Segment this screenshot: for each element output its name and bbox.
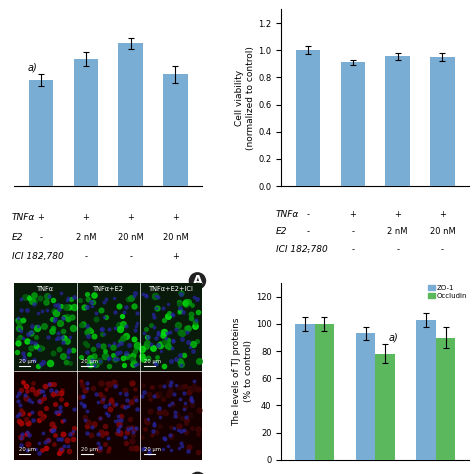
Text: TNFα: TNFα xyxy=(276,210,299,219)
Text: 20 μm: 20 μm xyxy=(18,447,36,452)
Text: +: + xyxy=(439,210,446,219)
Text: ICI 182,780: ICI 182,780 xyxy=(276,245,328,254)
Bar xyxy=(385,56,410,186)
Bar xyxy=(296,50,320,186)
Text: a): a) xyxy=(27,62,37,72)
Text: TNFα: TNFα xyxy=(12,213,35,222)
Bar xyxy=(77,372,139,460)
Bar xyxy=(77,283,139,372)
Text: 20 nM: 20 nM xyxy=(429,228,455,237)
Text: ICI 182,780: ICI 182,780 xyxy=(12,252,64,261)
Text: -: - xyxy=(307,245,310,254)
Legend: ZO-1, Occludin: ZO-1, Occludin xyxy=(428,284,468,300)
Text: 20 μm: 20 μm xyxy=(81,358,98,364)
Text: TNFα+E2+ICI: TNFα+E2+ICI xyxy=(148,286,193,292)
Text: -: - xyxy=(307,228,310,237)
Bar xyxy=(430,57,455,186)
Text: +: + xyxy=(349,210,356,219)
Bar xyxy=(356,333,375,460)
Y-axis label: Cell viability
(normalized to control): Cell viability (normalized to control) xyxy=(235,46,255,150)
Text: 20 μm: 20 μm xyxy=(144,358,161,364)
Text: -: - xyxy=(351,245,355,254)
Text: A: A xyxy=(192,274,202,287)
Bar xyxy=(315,324,334,460)
Text: +: + xyxy=(172,252,179,261)
Text: -: - xyxy=(396,245,399,254)
Text: 20 nM: 20 nM xyxy=(163,233,188,242)
Bar xyxy=(436,337,456,460)
Text: +: + xyxy=(127,213,134,222)
Bar xyxy=(14,283,77,372)
Text: -: - xyxy=(307,210,310,219)
Text: -: - xyxy=(84,252,87,261)
Text: +: + xyxy=(37,213,45,222)
Bar xyxy=(417,320,436,460)
Text: -: - xyxy=(40,233,43,242)
Text: 2 nM: 2 nM xyxy=(75,233,96,242)
Text: TNFα+E2: TNFα+E2 xyxy=(93,286,124,292)
Text: +: + xyxy=(394,210,401,219)
Text: TNFα: TNFα xyxy=(37,286,54,292)
Y-axis label: The levels of TJ proteins
(% to control): The levels of TJ proteins (% to control) xyxy=(232,317,253,426)
Text: -: - xyxy=(351,228,355,237)
Bar xyxy=(14,372,77,460)
Text: 20 μm: 20 μm xyxy=(81,447,98,452)
Text: -: - xyxy=(441,245,444,254)
Text: -: - xyxy=(40,252,43,261)
Bar xyxy=(139,372,202,460)
Text: E2: E2 xyxy=(12,233,24,242)
Text: 2 nM: 2 nM xyxy=(387,228,408,237)
Text: 20 nM: 20 nM xyxy=(118,233,144,242)
Text: 20 μm: 20 μm xyxy=(144,447,161,452)
Bar xyxy=(163,74,188,186)
Bar xyxy=(340,63,365,186)
Bar xyxy=(73,59,98,186)
Text: a): a) xyxy=(389,332,398,342)
Text: -: - xyxy=(129,252,132,261)
Bar xyxy=(375,354,395,460)
Text: 20 μm: 20 μm xyxy=(18,358,36,364)
Text: +: + xyxy=(82,213,89,222)
Bar xyxy=(295,324,315,460)
Bar xyxy=(139,283,202,372)
Text: +: + xyxy=(172,213,179,222)
Bar xyxy=(29,80,54,186)
Bar xyxy=(118,44,143,186)
Text: E2: E2 xyxy=(276,228,287,237)
